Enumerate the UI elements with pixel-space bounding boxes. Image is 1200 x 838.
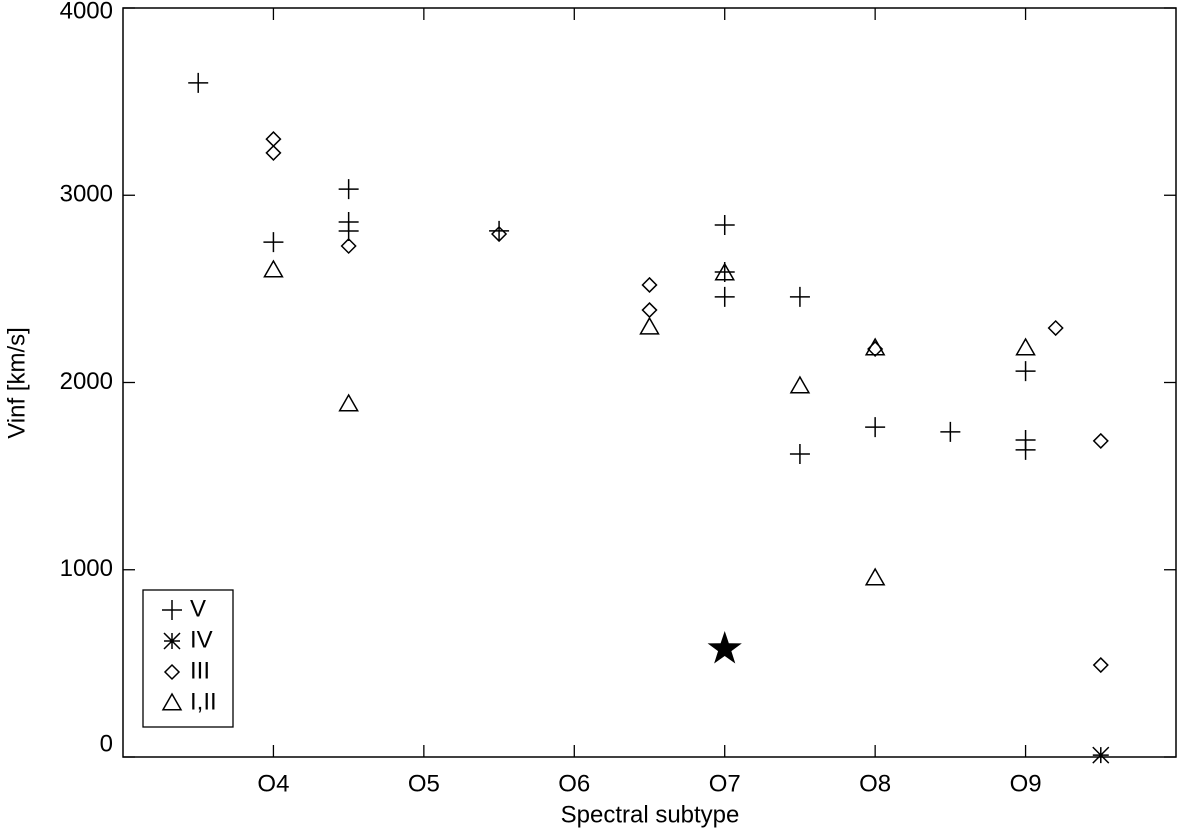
y-tick-label: 3000 xyxy=(60,181,113,208)
legend-marker xyxy=(163,632,181,650)
x-tick-label: O8 xyxy=(859,770,891,797)
x-tick-label: O6 xyxy=(558,770,590,797)
scatter-point xyxy=(641,301,658,319)
scatter-point xyxy=(188,72,209,93)
scatter-point xyxy=(263,259,284,278)
scatter-point xyxy=(714,286,735,307)
y-tick-label: 4000 xyxy=(60,0,113,24)
x-tick-label: O7 xyxy=(709,770,741,797)
y-tick-label: 1000 xyxy=(60,555,113,582)
legend-label: I,II xyxy=(190,688,217,715)
scatter-point xyxy=(789,375,811,394)
highlight-star xyxy=(707,630,742,664)
scatter-point xyxy=(338,179,359,200)
scatter-point xyxy=(1092,656,1109,674)
scatter-point xyxy=(1047,319,1064,337)
scatter-point xyxy=(865,417,886,438)
scatter-point xyxy=(338,393,359,412)
y-tick-label: 2000 xyxy=(60,368,113,395)
scatter-point xyxy=(338,221,359,242)
legend-box xyxy=(142,589,234,728)
y-tick-label: 0 xyxy=(100,730,113,757)
legend-label: V xyxy=(190,595,206,622)
scatter-point xyxy=(789,444,810,465)
scatter-point xyxy=(1092,746,1110,764)
legend-label: III xyxy=(190,657,210,684)
scatter-point xyxy=(1015,337,1036,356)
y-axis-label: Vinf [km/s] xyxy=(3,327,30,439)
scatter-point xyxy=(641,276,658,294)
legend-marker xyxy=(161,692,183,711)
legend-marker xyxy=(163,663,181,681)
scatter-point xyxy=(639,316,660,335)
scatter-point xyxy=(265,131,282,148)
scatter-point xyxy=(489,220,510,241)
scatter-point xyxy=(940,421,961,442)
scatter-point xyxy=(265,144,282,161)
x-tick-label: O5 xyxy=(408,770,440,797)
legend-label: IV xyxy=(190,626,213,653)
scatter-point xyxy=(714,262,736,281)
scatter-point xyxy=(864,567,886,586)
scatter-point xyxy=(491,225,508,243)
scatter-point xyxy=(789,286,810,307)
scatter-point xyxy=(1092,432,1109,449)
scatter-point xyxy=(263,232,284,253)
scatter-point xyxy=(340,237,357,255)
scatter-point xyxy=(714,215,735,236)
plot-frame xyxy=(122,7,1177,758)
x-tick-label: O9 xyxy=(1010,770,1042,797)
legend-marker xyxy=(162,600,182,620)
x-axis-label: Spectral subtype xyxy=(561,801,740,828)
scatter-point xyxy=(1015,439,1036,460)
scatter-point xyxy=(864,337,886,356)
x-tick-label: O4 xyxy=(257,770,289,797)
scatter-point xyxy=(1015,361,1036,382)
